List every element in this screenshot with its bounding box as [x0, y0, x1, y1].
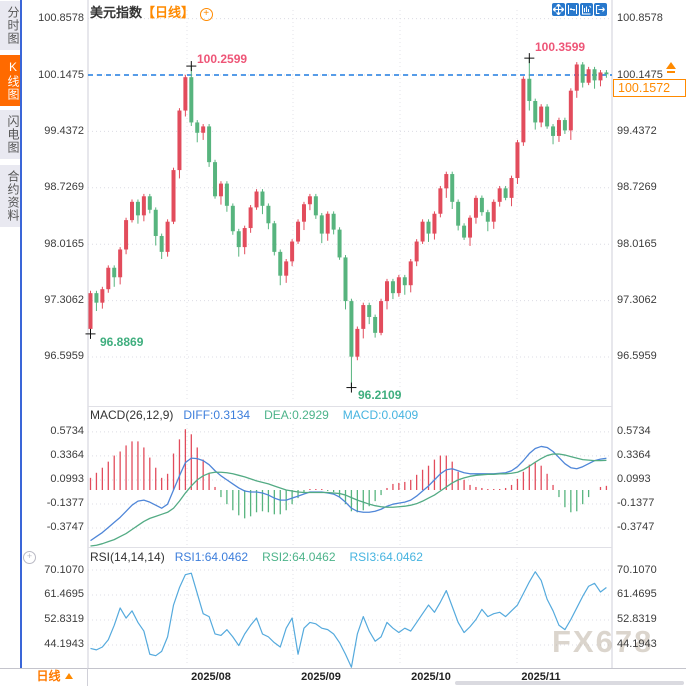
axis-tick-label: -0.1377	[617, 497, 655, 510]
axis-tick-label: 0.5734	[50, 425, 84, 438]
axis-tick-label: 0.3364	[617, 449, 651, 462]
axis-tick-label: 100.8578	[38, 12, 84, 25]
axis-tick-label: 44.1943	[44, 638, 84, 651]
axis-tick-label: 70.1070	[44, 563, 84, 576]
axis-tick-label: 61.4695	[44, 588, 84, 601]
axis-tick-label: 0.5734	[617, 425, 651, 438]
x-axis-label: 2025/08	[191, 671, 231, 683]
axis-tick-label: 52.8319	[44, 613, 84, 626]
symbol-name: 美元指数	[90, 5, 143, 20]
sidebar-tab-lightning[interactable]: 闪电图	[0, 110, 20, 159]
rsi1-value: RSI1:64.0462	[174, 550, 249, 564]
axis-tick-label: 100.8578	[617, 12, 663, 25]
axis-tick-label: 100.1475	[38, 68, 84, 81]
x-axis-label: 2025/11	[521, 671, 561, 683]
macd-title: MACD(26,12,9)	[90, 408, 174, 422]
macd-header: MACD(26,12,9) DIFF:0.3134 DEA:0.2929 MACD:0…	[90, 408, 418, 422]
axis-tick-label: -0.1377	[46, 497, 84, 510]
axis-tick-label: 97.3062	[617, 294, 657, 307]
axis-tick-label: 44.1943	[617, 638, 657, 651]
move-icon[interactable]	[552, 3, 565, 16]
triangle-up-icon	[64, 673, 73, 679]
rsi-settings-icon[interactable]: +	[23, 551, 36, 564]
scale-x-icon[interactable]	[566, 3, 579, 16]
low-price-label: 96.8869	[100, 335, 144, 349]
last-price-badge: 100.1572	[613, 79, 686, 97]
rsi-title: RSI(14,14,14)	[90, 550, 165, 564]
rsi2-value: RSI2:64.0462	[262, 550, 336, 564]
period-tag: 【日线】	[142, 5, 195, 20]
left-sidebar: 分时图 K线图 闪电图 合约资料	[0, 0, 22, 686]
high-price-label: 100.2599	[197, 52, 248, 66]
low-price-label: 96.2109	[358, 388, 402, 402]
scale-y-icon[interactable]	[580, 3, 593, 16]
axis-tick-label: -0.3747	[617, 521, 655, 534]
period-selector[interactable]: 日线	[22, 668, 88, 686]
macd-macd-value: MACD:0.0409	[342, 408, 419, 422]
axis-tick-label: 99.4372	[617, 124, 657, 137]
axis-tick-label: 96.5959	[617, 350, 657, 363]
axis-tick-label: 100.1475	[617, 68, 663, 81]
axis-tick-label: 96.5959	[44, 350, 84, 363]
horizontal-scrollbar[interactable]	[455, 681, 684, 685]
axis-tick-label: -0.3747	[46, 521, 84, 534]
axis-tick-label: 61.4695	[617, 588, 657, 601]
high-price-label: 100.3599	[535, 40, 586, 54]
axis-tick-label: 0.3364	[50, 449, 84, 462]
axis-tick-label: 98.0165	[617, 237, 657, 250]
axis-tick-label: 98.0165	[44, 237, 84, 250]
period-label: 日线	[36, 669, 61, 683]
price-up-arrow-icon	[666, 62, 676, 69]
axis-tick-label: 0.0993	[50, 473, 84, 486]
axis-tick-label: 97.3062	[44, 294, 84, 307]
circle-plus-icon[interactable]: +	[199, 8, 213, 21]
exit-icon[interactable]	[594, 3, 607, 16]
rsi-header: RSI(14,14,14) RSI1:64.0462 RSI2:64.0462 RSI…	[90, 550, 423, 564]
macd-dea-value: DEA:0.2929	[264, 408, 329, 422]
rsi3-value: RSI3:64.0462	[349, 550, 423, 564]
sidebar-tab-candlestick[interactable]: K线图	[0, 55, 20, 106]
macd-diff-value: DIFF:0.3134	[183, 408, 251, 422]
axis-tick-label: 98.7269	[617, 181, 657, 194]
axis-tick-label: 70.1070	[617, 563, 657, 576]
axis-tick-label: 0.0993	[617, 473, 651, 486]
axis-tick-label: 98.7269	[44, 181, 84, 194]
axis-tick-label: 52.8319	[617, 613, 657, 626]
watermark: FX678	[552, 624, 654, 659]
chart-title: 美元指数【日线】 +	[90, 2, 213, 21]
sidebar-tab-contract-info[interactable]: 合约资料	[0, 165, 20, 227]
sidebar-tab-timeshare[interactable]: 分时图	[0, 1, 20, 50]
x-axis-label: 2025/10	[411, 671, 451, 683]
price-up-arrow-base	[667, 71, 675, 73]
axis-tick-label: 99.4372	[44, 124, 84, 137]
x-axis-label: 2025/09	[301, 671, 341, 683]
